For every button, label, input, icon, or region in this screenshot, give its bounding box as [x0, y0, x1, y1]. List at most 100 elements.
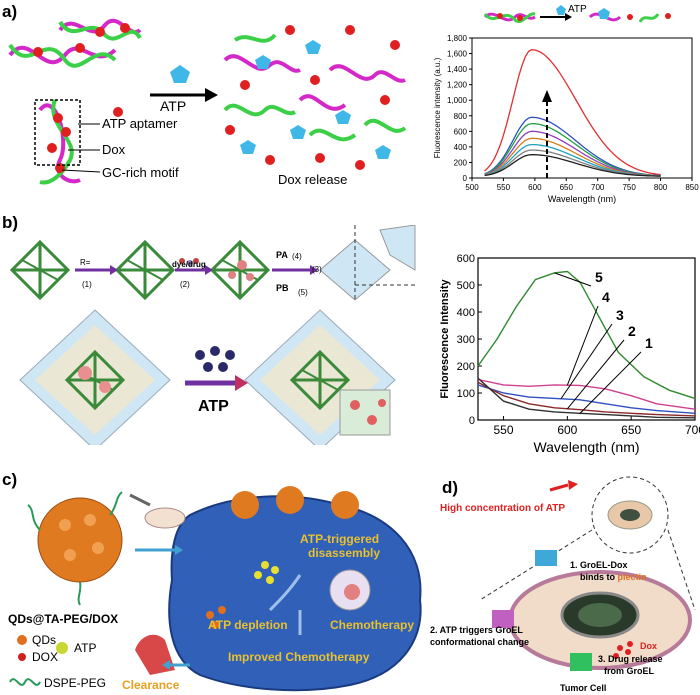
high-atp-label: High concentration of ATP: [440, 503, 565, 514]
panel-b-atp-label: ATP: [198, 398, 229, 415]
chart-a: 0 200 400 600 800 1,000 1,200 1,400 1,600 1,800 50…: [433, 34, 699, 204]
released-dox: [225, 25, 400, 170]
pb-label: PB: [276, 283, 289, 293]
chart-b: 0 100 200 300 400 500 600 550 600 650 700 Wavelengt…: [440, 253, 700, 455]
octahedron-3: [210, 240, 270, 300]
step1-label: (1): [82, 280, 92, 289]
chart-a-frame: [471, 37, 693, 179]
atp-depletion-label: ATP depletion: [208, 618, 288, 632]
chart-b-ytick: 100: [457, 388, 475, 400]
step3-label: (3): [312, 265, 322, 274]
atp-triggered-label: ATP-triggered: [300, 532, 380, 546]
chart-b-ytick: 500: [457, 280, 475, 292]
chart-a-ytick: 1,600: [447, 50, 468, 59]
step2a-label: 2. ATP triggers GroEL: [430, 625, 523, 635]
chart-b-frame: [477, 257, 696, 421]
chart-a-xtick: 600: [528, 183, 542, 192]
chart-b-series-4: [477, 378, 696, 410]
chart-a-xtick: 700: [591, 183, 605, 192]
chart-b-series-3: [477, 384, 696, 414]
panel-b-schematic: [10, 225, 416, 445]
step2-label: (2): [180, 280, 190, 289]
panel-d-schematic: [479, 476, 696, 671]
chart-a-ytick: 1,000: [447, 96, 468, 105]
disassembly-label: disassembly: [308, 546, 381, 560]
dox-d-label: Dox: [640, 641, 658, 651]
framework-large-left: [19, 309, 171, 445]
plectin-text: plectin: [617, 572, 647, 582]
chart-b-label-3: 3: [616, 307, 624, 323]
chart-b-series-2: [477, 381, 696, 417]
chart-a-legend-graphic: [483, 8, 671, 23]
step1b-text: binds to: [580, 572, 618, 582]
dye-drug-label: dye/drug: [172, 260, 206, 269]
chart-b-xtick: 700: [685, 423, 700, 437]
chart-b-ytick: 200: [457, 361, 475, 373]
chart-a-ytick: 800: [454, 112, 468, 121]
chart-a-legend-atp: ATP: [568, 4, 587, 15]
chart-b-label-1: 1: [645, 335, 653, 351]
chemotherapy-label: Chemotherapy: [330, 618, 415, 632]
chart-a-ytick: 1,200: [447, 81, 468, 90]
gc-motif-label: GC-rich motif: [102, 165, 179, 180]
step1a-label: 1. GroEL-Dox: [570, 560, 628, 570]
step3b-label: from GroEL: [604, 666, 655, 676]
chart-b-label-5: 5: [595, 269, 603, 285]
chart-b-pointer-5: [554, 272, 592, 287]
chart-b-ytick: 300: [457, 334, 475, 346]
chart-a-ytick: 400: [454, 143, 468, 152]
chart-a-xtick: 800: [654, 183, 668, 192]
chart-b-xtick: 550: [494, 423, 514, 437]
chart-b-label-4: 4: [602, 289, 610, 305]
improved-label: Improved Chemotherapy: [228, 650, 370, 664]
chart-a-ytick: 0: [463, 174, 468, 183]
chart-b-pointer-3: [560, 323, 613, 400]
chart-a-xtick: 500: [465, 183, 479, 192]
qds-title: QDs@TA-PEG/DOX: [8, 612, 119, 626]
step2b-label: conformational change: [430, 637, 530, 647]
octahedron-2: [115, 240, 175, 300]
step1b-label: binds to plectin: [580, 572, 647, 582]
qd-nanoparticle: [27, 491, 123, 606]
chart-b-ytick: 400: [457, 307, 475, 319]
atp-pentagon-icon: [170, 65, 190, 83]
chart-a-ytick: 200: [454, 158, 468, 167]
dox-label: Dox: [102, 142, 126, 157]
panel-c-schematic: [9, 486, 422, 692]
aptamer-duplex-group: [8, 18, 142, 185]
octahedron-1: [10, 240, 70, 300]
chart-b-xtick: 600: [557, 423, 577, 437]
chart-a-ytick: 1,400: [447, 65, 468, 74]
atp-arrow-label: ATP: [160, 98, 187, 114]
chart-b-xtick: 650: [621, 423, 641, 437]
released-atp: [240, 40, 391, 159]
legend-peg: DSPE-PEG: [44, 676, 107, 690]
chart-a-ytick: 600: [454, 127, 468, 136]
panel-c-label: c): [2, 470, 18, 489]
panel-b-label: b): [2, 213, 19, 232]
clearance-label: Clearance: [122, 678, 180, 692]
zoom-circle: [591, 476, 669, 554]
chart-b-ylabel: Fluorescence Intensity: [440, 279, 451, 399]
chart-a-xlabel: Wavelength (nm): [548, 194, 616, 204]
chart-a-xtick: 750: [622, 183, 636, 192]
chart-b-ytick: 600: [457, 253, 475, 265]
chart-b-pointer-1: [579, 351, 642, 414]
r-label: R=: [80, 258, 91, 267]
chart-b-series-1: [477, 377, 696, 419]
pa-label: PA: [276, 250, 288, 260]
chart-b-series-5: [477, 270, 696, 400]
framework-large-right: [244, 309, 396, 445]
chart-a-xtick: 550: [497, 183, 511, 192]
atp-dots: [195, 346, 235, 372]
legend-dox: DOX: [32, 650, 59, 664]
mouse-icon: [144, 507, 186, 529]
chart-b-label-2: 2: [628, 323, 636, 339]
dox-release-label: Dox release: [278, 172, 348, 187]
legend-atp: ATP: [74, 641, 97, 655]
chart-a-ylabel: Fluorescence intensity (a.u.): [433, 57, 442, 158]
chart-b-pointer-4: [566, 305, 599, 386]
atp-legend-icon: [556, 5, 566, 15]
panel-d-label: d): [442, 478, 459, 497]
chart-a-xtick: 650: [560, 183, 574, 192]
